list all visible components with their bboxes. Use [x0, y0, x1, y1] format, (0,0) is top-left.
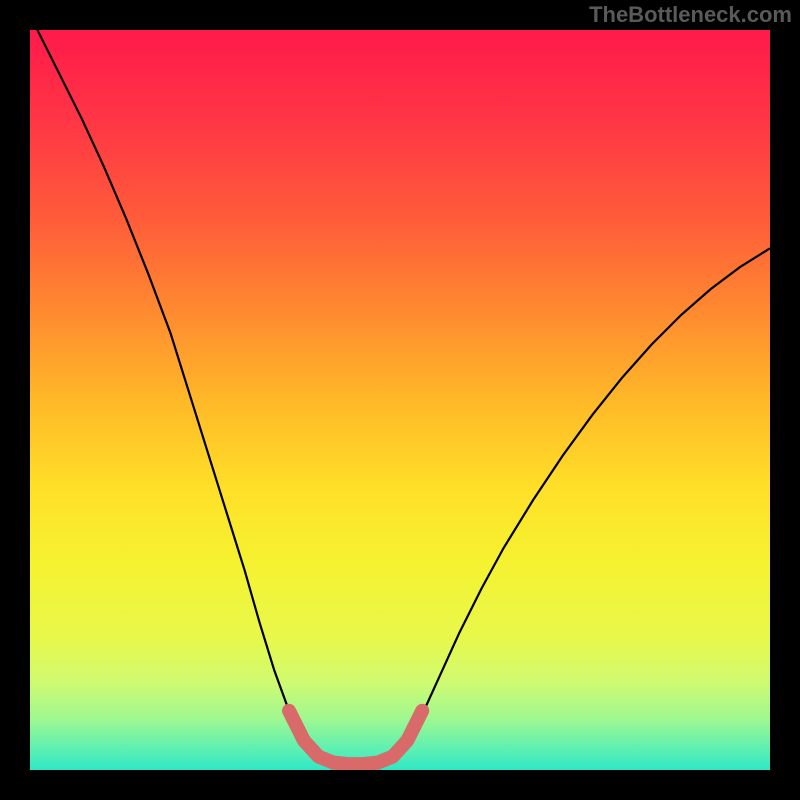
plot-area	[30, 30, 770, 770]
chart-container: TheBottleneck.com	[0, 0, 800, 800]
chart-svg	[30, 30, 770, 770]
watermark-text: TheBottleneck.com	[589, 2, 792, 28]
gradient-background	[30, 30, 770, 770]
